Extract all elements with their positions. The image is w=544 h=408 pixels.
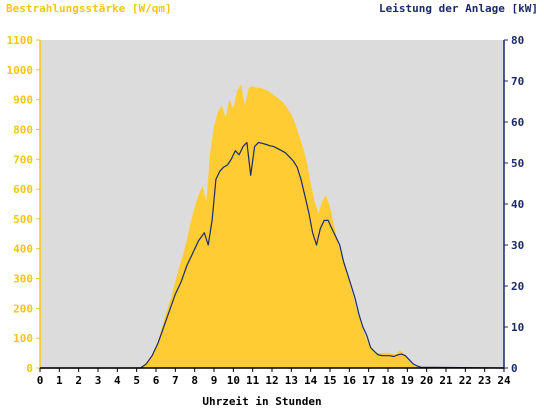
left-tick-label: 800 [13, 123, 33, 136]
power-line [40, 141, 505, 369]
right-tick-label: 30 [511, 239, 524, 252]
right-tick-label: 70 [511, 75, 524, 88]
x-tick-label: 2 [75, 374, 82, 387]
left-tick-label: 500 [13, 213, 33, 226]
x-tick-label: 0 [37, 374, 44, 387]
axes-layer: 0100200300400500600700800900100011000102… [7, 34, 525, 387]
left-tick-label: 200 [13, 302, 33, 315]
left-tick-label: 900 [13, 94, 33, 107]
x-tick-label: 10 [227, 374, 240, 387]
x-tick-label: 18 [381, 374, 394, 387]
left-tick-label: 700 [13, 153, 33, 166]
irradiance-area [40, 84, 504, 368]
x-tick-label: 4 [114, 374, 121, 387]
right-tick-label: 40 [511, 198, 524, 211]
x-tick-label: 23 [478, 374, 491, 387]
left-axis-title: Bestrahlungsstärke [W/qm] [6, 2, 172, 15]
x-tick-label: 15 [323, 374, 336, 387]
x-tick-label: 24 [497, 374, 511, 387]
right-axis-title: Leistung der Anlage [kW] [379, 2, 538, 15]
left-tick-label: 100 [13, 332, 33, 345]
x-tick-label: 13 [285, 374, 298, 387]
x-tick-label: 19 [401, 374, 414, 387]
x-tick-label: 21 [439, 374, 453, 387]
x-tick-label: 1 [56, 374, 63, 387]
x-tick-label: 7 [172, 374, 179, 387]
x-tick-label: 9 [211, 374, 218, 387]
x-tick-label: 12 [265, 374, 278, 387]
left-tick-label: 400 [13, 243, 33, 256]
right-tick-label: 0 [511, 362, 518, 375]
x-tick-label: 11 [246, 374, 260, 387]
left-tick-label: 0 [26, 362, 33, 375]
right-tick-label: 50 [511, 157, 524, 170]
x-tick-label: 8 [191, 374, 198, 387]
left-tick-label: 1100 [7, 34, 34, 47]
x-tick-label: 14 [304, 374, 318, 387]
left-tick-label: 1000 [7, 64, 34, 77]
series-layer [40, 84, 505, 369]
left-tick-label: 600 [13, 183, 33, 196]
x-tick-label: 16 [343, 374, 357, 387]
x-tick-label: 5 [133, 374, 140, 387]
right-tick-label: 10 [511, 321, 524, 334]
right-tick-label: 20 [511, 280, 524, 293]
right-tick-label: 60 [511, 116, 524, 129]
x-tick-label: 6 [153, 374, 160, 387]
x-tick-label: 3 [95, 374, 102, 387]
x-tick-label: 17 [362, 374, 375, 387]
x-tick-label: 22 [459, 374, 472, 387]
x-axis-title: Uhrzeit in Stunden [202, 395, 321, 408]
left-tick-label: 300 [13, 273, 33, 286]
right-tick-label: 80 [511, 34, 524, 47]
x-tick-label: 20 [420, 374, 433, 387]
